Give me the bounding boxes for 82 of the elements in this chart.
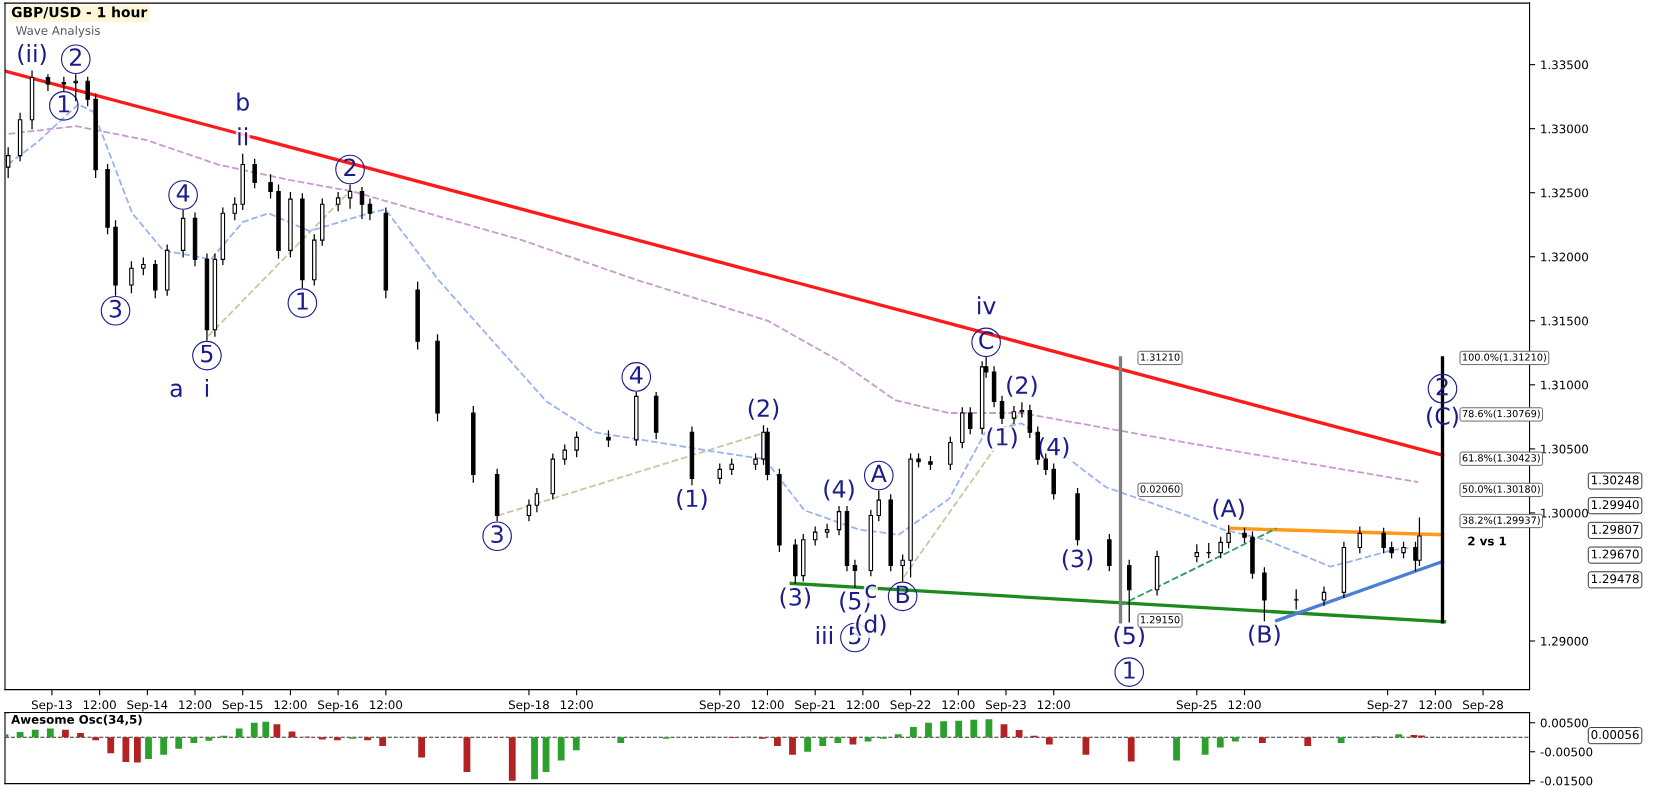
annotation: 50.0%(1.30180) — [1462, 485, 1540, 494]
x-tick-label: 12:00 — [847, 700, 880, 710]
x-tick-label: 12:00 — [1228, 700, 1261, 710]
annotation: 1 — [58, 95, 70, 113]
x-tick-label: 12:00 — [560, 700, 593, 710]
x-tick-label: 12:00 — [942, 700, 975, 710]
y-tick-label: 1.30500 — [1541, 444, 1589, 454]
x-tick-label: 12:00 — [179, 700, 212, 710]
annotation: 1 — [1124, 661, 1135, 679]
annotation: 0.02060 — [1140, 485, 1180, 493]
x-tick-label: Sep-23 — [986, 700, 1026, 712]
annotation: (1) — [987, 427, 1017, 449]
annotation: (B) — [1249, 624, 1280, 646]
annotation: ii — [238, 127, 248, 146]
annotation: (ii) — [18, 44, 46, 66]
text: 1.29940 — [1591, 500, 1639, 510]
annotation: 4 — [176, 184, 190, 202]
x-tick-label: Sep-13 — [31, 700, 72, 712]
x-tick-label: Sep-15 — [222, 700, 263, 712]
y-tick-label: 1.32000 — [1541, 252, 1589, 262]
y-tick-label: 1.31000 — [1541, 380, 1589, 390]
x-tick-label: Sep-25 — [1176, 700, 1217, 712]
annotation: 2 vs 1 — [1468, 536, 1506, 546]
annotation: (3) — [780, 587, 810, 609]
annotation: i — [205, 378, 209, 397]
x-tick-label: Sep-16 — [318, 700, 359, 712]
x-tick-label: Sep-14 — [127, 700, 168, 712]
x-tick-label: Sep-20 — [699, 700, 740, 712]
x-tick-label: 12:00 — [1037, 700, 1070, 710]
annotation: 38.2%(1.29937) — [1462, 516, 1540, 525]
annotation: 61.8%(1.30423) — [1462, 454, 1540, 463]
x-tick-label: Sep-21 — [795, 700, 835, 712]
x-tick-label: 12:00 — [274, 700, 307, 710]
annotation: (4) — [824, 479, 854, 501]
annotation: 1 — [297, 292, 308, 310]
y-tick-label: 1.32500 — [1541, 188, 1589, 198]
chart-title: Awesome Osc(34,5) — [11, 714, 142, 726]
x-tick-label: Sep-22 — [890, 700, 931, 712]
y-tick-label: -0.01500 — [1540, 776, 1593, 786]
x-tick-label: Sep-18 — [508, 700, 549, 712]
annotation: 3 — [109, 299, 122, 318]
annotation: 78.6%(1.30769) — [1462, 409, 1540, 419]
text: Wave Analysis — [16, 25, 100, 38]
annotation: 5 — [201, 344, 213, 363]
annotation: 4 — [629, 366, 643, 384]
text: 1.29670 — [1591, 549, 1639, 559]
text: 1.29478 — [1591, 574, 1639, 584]
x-tick-label: 12:00 — [751, 700, 784, 710]
annotation: a — [170, 383, 182, 398]
y-tick-label: 1.33500 — [1541, 60, 1589, 70]
annotation: 1.29150 — [1141, 615, 1180, 624]
annotation: (5) — [1114, 625, 1144, 648]
y-tick-label: 1.33000 — [1541, 124, 1589, 134]
annotation: iii — [816, 626, 833, 645]
annotation: 1.31210 — [1141, 353, 1180, 361]
y-tick-label: 1.31500 — [1541, 316, 1589, 326]
annotation: (2) — [748, 398, 779, 420]
x-tick-label: 12:00 — [370, 700, 403, 710]
annotation: A — [870, 464, 887, 483]
text: 1.29807 — [1591, 524, 1639, 534]
x-tick-label: 12:00 — [1419, 700, 1452, 710]
annotation: 100.0%(1.31210) — [1463, 353, 1546, 362]
x-tick-label: Sep-28 — [1463, 700, 1503, 712]
annotation: 3 — [491, 525, 503, 544]
annotation: (1) — [677, 488, 707, 510]
y-tick-label: -0.00500 — [1540, 747, 1593, 757]
annotation: (A) — [1213, 498, 1244, 520]
text: 1.30248 — [1591, 475, 1639, 485]
y-tick-label: 0.00500 — [1540, 718, 1589, 728]
x-tick-label: Sep-27 — [1367, 700, 1408, 712]
y-tick-label: 1.29000 — [1541, 636, 1589, 646]
annotation: (4) — [1039, 437, 1069, 459]
x-tick-label: 12:00 — [83, 700, 116, 710]
chart-title: GBP/USD - 1 hour — [11, 6, 148, 19]
annotation: iv — [978, 296, 996, 315]
annotation: (2) — [1007, 375, 1037, 397]
text: 0.00056 — [1591, 730, 1639, 740]
annotation: (3) — [1062, 549, 1093, 571]
annotation: C — [979, 331, 994, 350]
annotation: b — [237, 92, 249, 111]
y-tick-label: 1.30000 — [1541, 508, 1589, 518]
annotation: 2 — [69, 48, 81, 66]
